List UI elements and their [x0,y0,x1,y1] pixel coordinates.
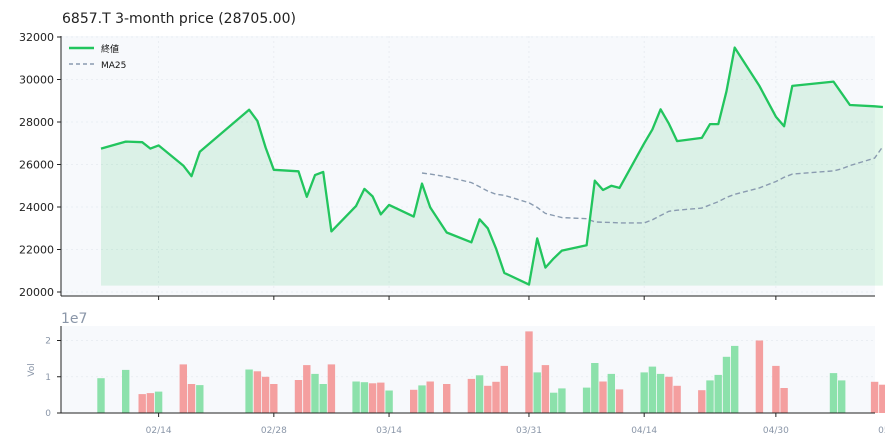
volume-bar [525,331,533,413]
volume-bar [640,372,648,413]
volume-x-ticks: 02/14 02/28 03/14 03/31 04/14 04/30 05/14 [146,413,885,436]
volume-bar [673,385,681,413]
close-series-line [100,46,883,286]
volume-bar [714,374,722,413]
volume-bar [294,380,303,413]
volume-bar [500,365,508,413]
volume-bar [475,375,484,413]
legend: 終値 MA25 [69,43,126,71]
price-y-tick-label: 32000 [19,31,54,44]
ma25-line [421,145,884,224]
volume-bar [187,384,196,413]
volume-bar [607,373,615,413]
volume-bar [327,364,336,413]
volume-bar [755,340,764,413]
volume-bar [303,365,311,413]
volume-bar [550,392,558,413]
volume-bar [146,393,155,413]
volume-bar [138,394,146,413]
volume-bar [352,381,360,413]
volume-bar [261,376,270,414]
volume-bar [377,382,385,413]
price-y-tick-label: 22000 [19,244,54,257]
legend-ma-label: MA25 [101,61,126,71]
volume-bar [97,378,105,413]
volume-bar [360,382,369,413]
volume-y-tick-label: 0 [45,409,51,419]
volume-bar [253,371,262,413]
volume-y-ticks: 0 1 2 [45,337,61,419]
volume-bar [467,378,476,413]
volume-bar [196,385,204,413]
volume-bar [731,345,739,413]
volume-bar [582,387,591,413]
volume-bar [541,365,550,413]
volume-bar [656,373,665,413]
x-tick-label: 04/14 [631,426,657,436]
chart-title: 6857.T 3-month price (28705.00) [62,11,296,27]
volume-bar [410,389,418,413]
volume-bar [558,388,566,413]
volume-bar [484,385,492,413]
volume-bar [154,391,163,413]
volume-bar [665,376,673,414]
volume-scale-label: 1e7 [61,311,87,327]
volume-y-tick-label: 2 [45,337,51,347]
volume-bar [385,390,393,413]
x-tick-label: 03/14 [376,426,402,436]
volume-bar [418,385,426,413]
ma25-series-line [421,145,884,224]
volume-bar [245,369,253,413]
x-tick-label: 04/30 [763,426,789,436]
volume-bar [722,356,731,413]
volume-bar [270,384,278,413]
price-y-ticks: 20000 22000 24000 26000 28000 30000 32000 [19,31,61,299]
close-area [101,47,883,286]
price-y-tick-label: 24000 [19,201,54,214]
volume-bar [780,388,788,413]
volume-bar [648,366,657,413]
volume-bar [179,364,187,413]
volume-bar [706,380,714,413]
volume-bar [591,363,599,413]
volume-bar [492,381,500,413]
x-tick-label: 02/28 [261,426,287,436]
volume-bar [599,381,607,413]
volume-bar [870,381,879,413]
price-y-tick-label: 30000 [19,74,54,87]
volume-bar [319,384,327,413]
price-y-tick-label: 20000 [19,286,54,299]
volume-bar [829,373,838,413]
volume-bar [615,389,624,413]
volume-bar [443,384,451,413]
x-tick-label: 05/14 [878,426,885,436]
volume-y-label: Vol [27,363,37,376]
legend-close-label: 終値 [101,43,119,55]
x-tick-label: 03/31 [516,426,542,436]
volume-y-tick-label: 1 [45,373,51,383]
volume-bar [368,383,377,413]
volume-bar [698,390,706,413]
price-area-fill [101,47,883,286]
volume-bar [122,369,130,413]
volume-bar [426,381,434,413]
close-line [100,46,883,286]
volume-bar [311,373,319,413]
volume-bar [838,380,846,413]
volume-bar [533,372,541,413]
volume-bar [879,384,885,413]
price-y-tick-label: 28000 [19,116,54,129]
price-y-tick-label: 26000 [19,159,54,172]
volume-bar [772,365,780,413]
volume-bars [97,331,885,414]
x-tick-label: 02/14 [146,426,172,436]
